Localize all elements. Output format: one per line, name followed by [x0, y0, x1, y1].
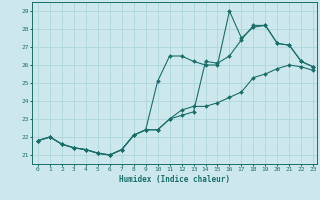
X-axis label: Humidex (Indice chaleur): Humidex (Indice chaleur) [119, 175, 230, 184]
